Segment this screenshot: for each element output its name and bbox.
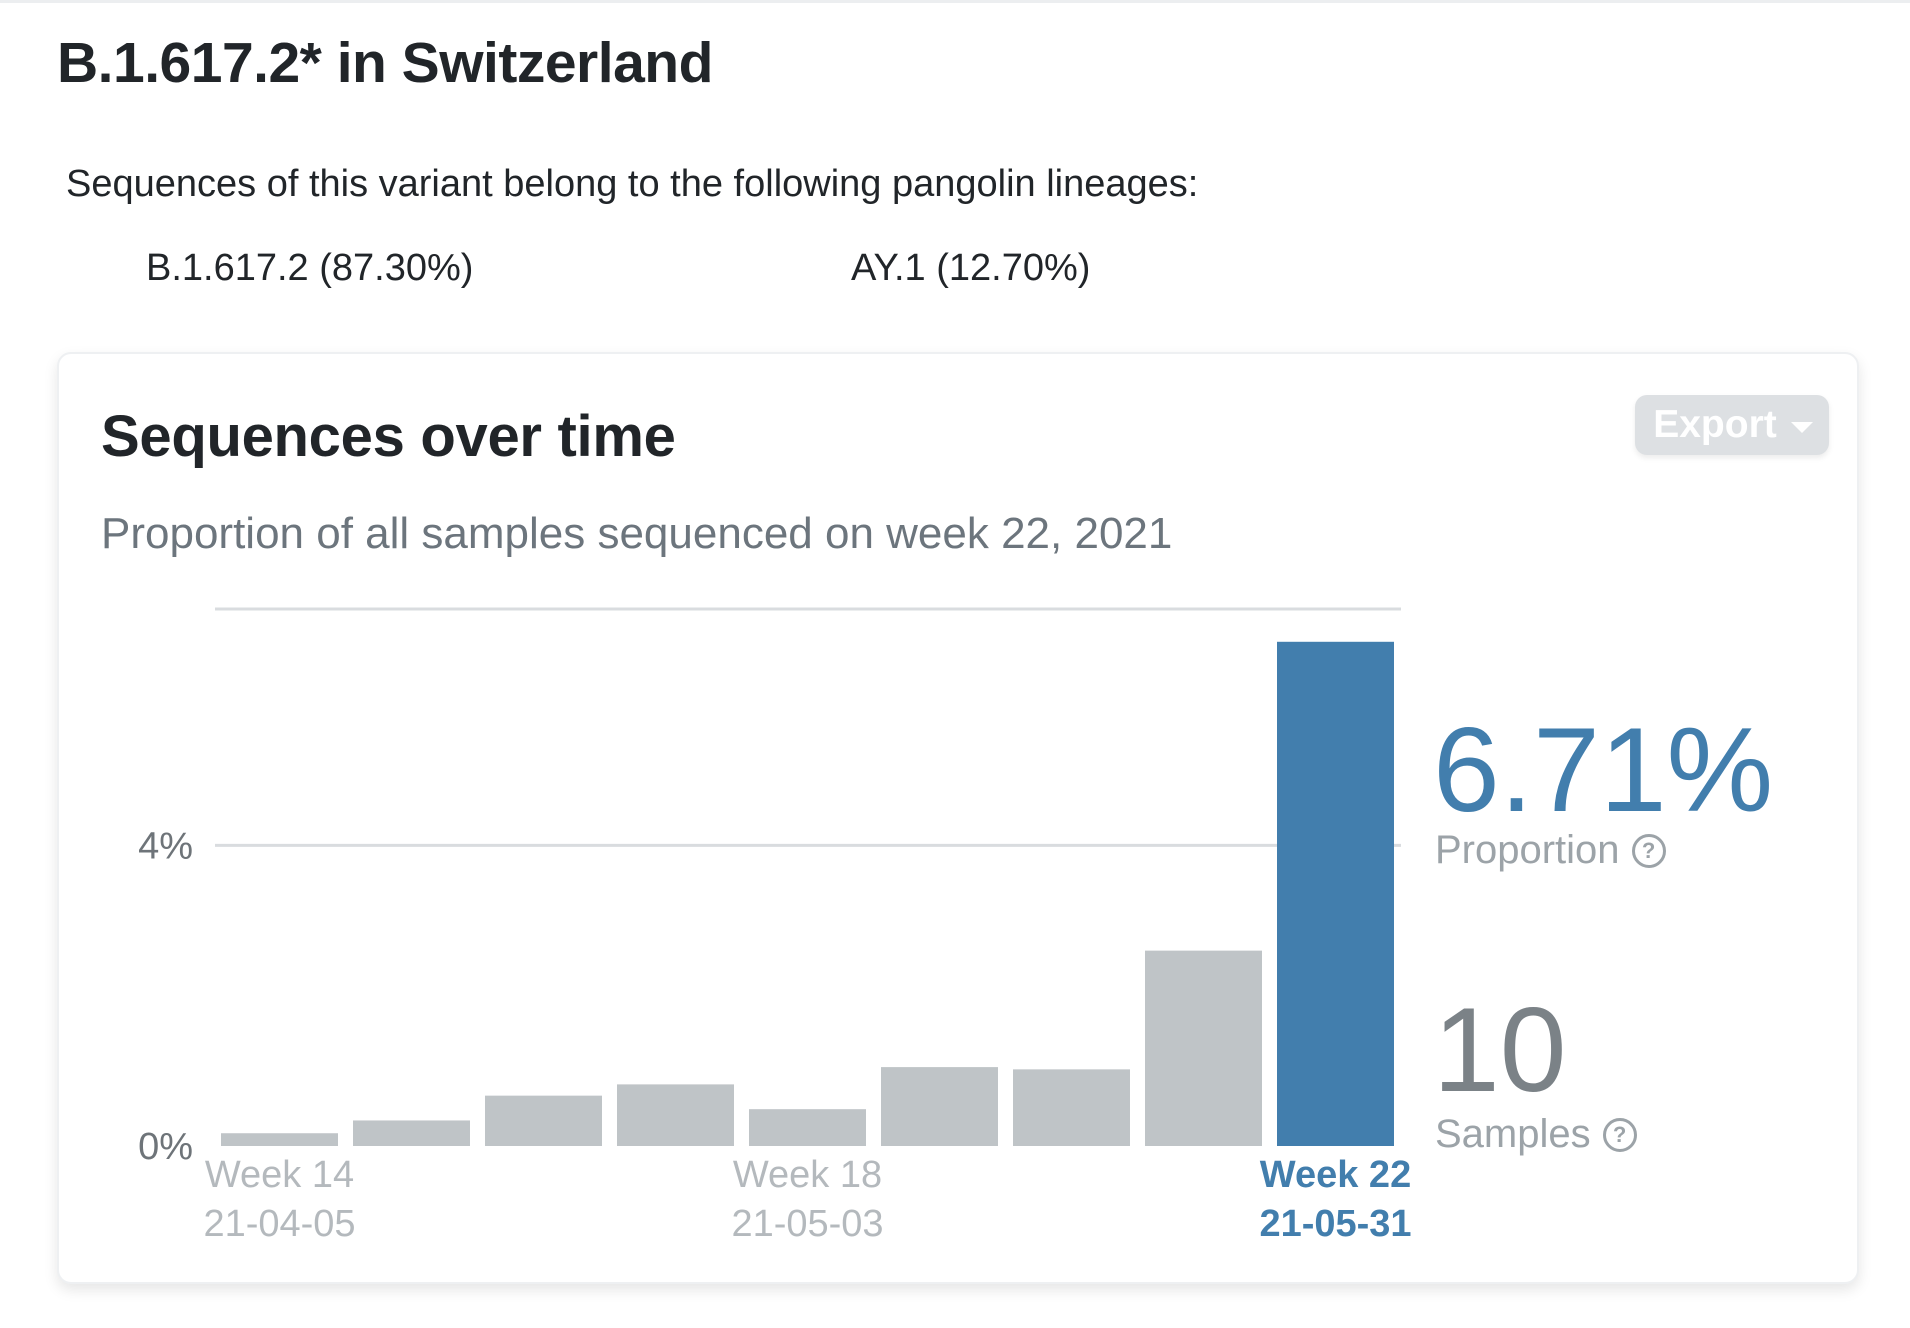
bar[interactable] — [749, 1109, 866, 1146]
x-tick-date: 21-05-03 — [731, 1203, 883, 1245]
lineage-item[interactable]: AY.1 (12.70%) — [851, 247, 1091, 289]
lineage-intro: Sequences of this variant belong to the … — [66, 163, 1199, 205]
export-button[interactable]: Export — [1635, 395, 1829, 455]
x-tick-label: Week 18 — [733, 1154, 882, 1196]
bar[interactable] — [1145, 950, 1262, 1146]
samples-value: 10 — [1433, 983, 1567, 1117]
x-tick-date: 21-05-31 — [1259, 1203, 1411, 1245]
bar[interactable] — [881, 1067, 998, 1146]
bar[interactable] — [221, 1133, 338, 1146]
x-tick-label: Week 22 — [1260, 1154, 1411, 1196]
x-tick-date: 21-04-05 — [203, 1203, 355, 1245]
bar[interactable] — [353, 1120, 470, 1146]
help-icon[interactable]: ? — [1631, 833, 1666, 868]
y-tick-label: 0% — [138, 1126, 193, 1168]
top-border — [0, 0, 1910, 3]
proportion-value: 6.71% — [1433, 703, 1774, 837]
proportion-label: Proportion — [1435, 828, 1620, 872]
sequences-card: Sequences over time Proportion of all sa… — [57, 352, 1859, 1284]
bar[interactable] — [617, 1084, 734, 1146]
bar[interactable] — [1013, 1069, 1130, 1146]
bar-chart: 0% 4% Week 14 21-04-05 Week 18 21-05-03 Week 2… — [138, 607, 1412, 1245]
samples-label-row: Samples ? — [1435, 1112, 1637, 1157]
bar-highlighted[interactable] — [1277, 641, 1394, 1146]
chevron-down-icon — [1790, 421, 1813, 433]
x-tick-label: Week 14 — [205, 1154, 354, 1196]
lineage-item[interactable]: B.1.617.2 (87.30%) — [146, 247, 474, 289]
page-title: B.1.617.2* in Switzerland — [57, 31, 713, 95]
card-title: Sequences over time — [101, 404, 676, 469]
help-icon[interactable]: ? — [1602, 1117, 1637, 1152]
bar[interactable] — [485, 1095, 602, 1146]
y-tick-label: 4% — [138, 825, 193, 867]
samples-label: Samples — [1435, 1112, 1591, 1156]
card-subtitle: Proportion of all samples sequenced on w… — [101, 509, 1173, 558]
proportion-label-row: Proportion ? — [1435, 828, 1666, 873]
export-label: Export — [1653, 403, 1777, 446]
